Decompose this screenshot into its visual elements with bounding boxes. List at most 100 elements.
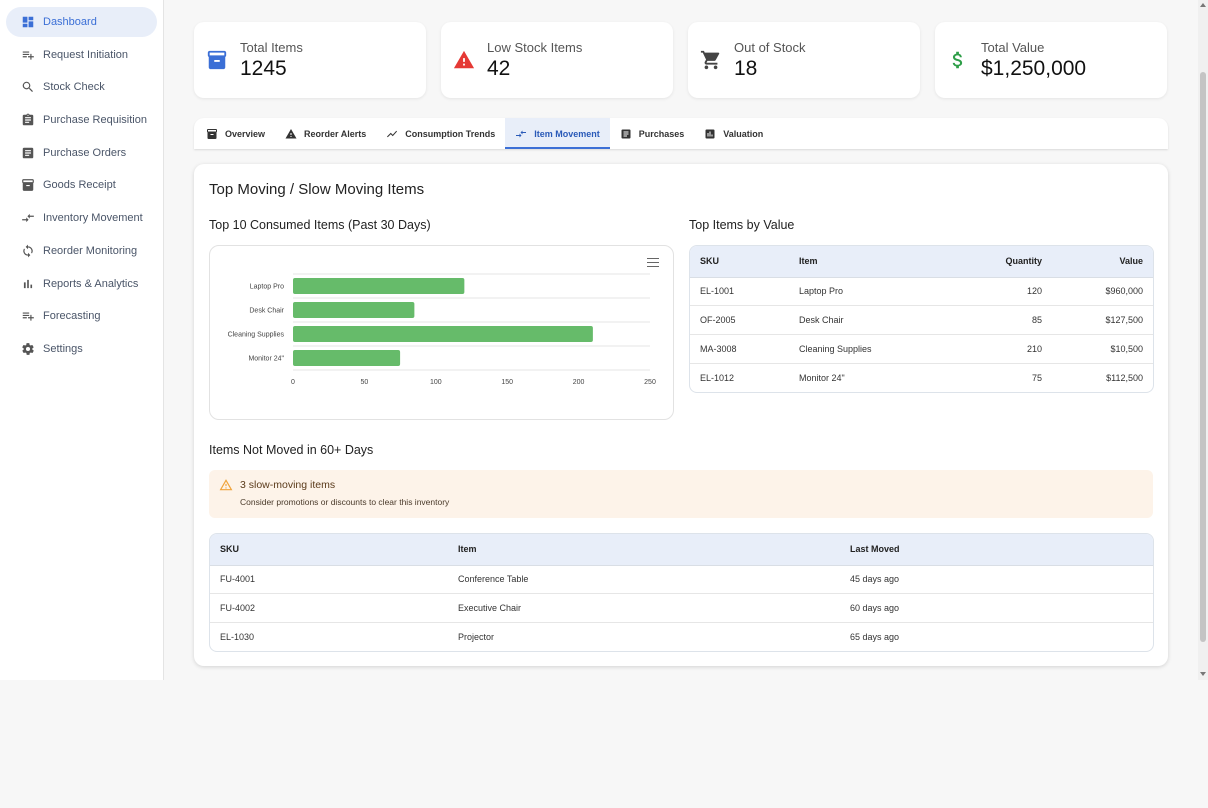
column-header-item: Item [448, 534, 840, 566]
chart-tick-label: 150 [501, 379, 513, 386]
tab-overview[interactable]: Overview [196, 118, 275, 149]
sidebar-item-inventory-movement[interactable]: Inventory Movement [6, 203, 157, 233]
cell-value: $112,500 [1106, 372, 1143, 383]
sidebar: Dashboard Request Initiation Stock Check… [0, 0, 164, 680]
tab-purchases[interactable]: Purchases [610, 118, 695, 149]
scroll-down-arrow-icon[interactable] [1200, 672, 1206, 676]
stats-row: Total Items 1245 Low Stock Items 42 Out … [194, 22, 1167, 98]
chart-category-label: Monitor 24" [248, 356, 284, 363]
inventory-box-icon [206, 48, 228, 72]
cell-sku: EL-1001 [690, 277, 789, 307]
sidebar-item-purchase-orders[interactable]: Purchase Orders [6, 138, 157, 168]
tab-label: Item Movement [534, 128, 600, 139]
sidebar-item-label: Reports & Analytics [43, 277, 139, 290]
compare-arrows-icon [516, 130, 527, 137]
cell-last-moved: 60 days ago [840, 593, 1153, 623]
page-background [0, 680, 1208, 808]
sidebar-item-label: Inventory Movement [43, 212, 143, 225]
playlist-add-icon [20, 309, 35, 324]
tab-reorder-alerts[interactable]: Reorder Alerts [275, 118, 376, 149]
sidebar-item-reorder-monitoring[interactable]: Reorder Monitoring [6, 236, 157, 266]
chart-section-title: Top 10 Consumed Items (Past 30 Days) [209, 218, 431, 232]
tab-label: Valuation [723, 128, 764, 139]
top-items-value-table: SKU Item Quantity Value EL-1001 Laptop P… [689, 245, 1154, 393]
cell-value: $960,000 [1052, 277, 1153, 307]
sidebar-item-label: Request Initiation [43, 48, 128, 61]
cell-value: $127,500 [1052, 305, 1153, 335]
bar-chart-icon [705, 129, 715, 138]
cell-sku: OF-2005 [690, 305, 789, 335]
cell-item: Laptop Pro [789, 277, 942, 307]
cell-item: Executive Chair [448, 593, 840, 623]
cell-sku: FU-4002 [210, 593, 448, 623]
column-header-value: Value [1052, 246, 1153, 278]
sidebar-item-label: Purchase Requisition [43, 114, 147, 127]
sidebar-item-forecasting[interactable]: Forecasting [6, 301, 157, 331]
column-header-last-moved: Last Moved [840, 534, 1153, 566]
chart-tick-label: 100 [430, 379, 442, 386]
tab-label: Reorder Alerts [304, 128, 367, 139]
cell-item: Desk Chair [789, 305, 942, 335]
sidebar-item-label: Stock Check [43, 81, 105, 94]
sidebar-item-label: Purchase Orders [43, 146, 127, 159]
stat-label: Out of Stock [734, 39, 806, 55]
receipt-icon [621, 129, 631, 138]
chart-tick-label: 50 [361, 379, 369, 386]
sidebar-item-settings[interactable]: Settings [6, 334, 157, 364]
clipboard-icon [20, 113, 35, 128]
item-movement-panel: Top Moving / Slow Moving Items Top 10 Co… [194, 164, 1168, 666]
cell-sku: MA-3008 [690, 334, 789, 364]
sidebar-item-purchase-requisition[interactable]: Purchase Requisition [6, 105, 157, 135]
column-header-quantity: Quantity [942, 246, 1052, 278]
cell-quantity: 85 [942, 305, 1052, 335]
chart-tick-label: 0 [291, 379, 295, 386]
cell-value: $10,500 [1052, 334, 1153, 364]
chart-bar[interactable] [293, 350, 401, 366]
stat-label: Low Stock Items [487, 39, 583, 55]
cell-quantity: 210 [942, 334, 1052, 364]
table-row: OF-2005 Desk Chair 85 $127,500 [690, 305, 1153, 335]
column-header-sku: SKU [690, 246, 789, 278]
sidebar-item-label: Forecasting [43, 310, 101, 323]
sidebar-item-goods-receipt[interactable]: Goods Receipt [6, 170, 157, 200]
not-moved-section-title: Items Not Moved in 60+ Days [209, 443, 374, 457]
sidebar-item-request-initiation[interactable]: Request Initiation [6, 40, 157, 70]
tab-consumption-trends[interactable]: Consumption Trends [376, 118, 505, 149]
warning-outline-icon [219, 479, 233, 491]
sidebar-item-dashboard[interactable]: Dashboard [6, 7, 157, 37]
scrollbar-thumb[interactable] [1200, 72, 1206, 642]
sidebar-item-reports-analytics[interactable]: Reports & Analytics [6, 269, 157, 299]
dollar-icon [947, 48, 969, 72]
chart-bar[interactable] [293, 278, 465, 294]
chart-bar[interactable] [293, 326, 593, 342]
panel-title: Top Moving / Slow Moving Items [209, 181, 425, 198]
vertical-scrollbar[interactable] [1198, 0, 1208, 680]
stat-card-out-of-stock: Out of Stock 18 [688, 22, 920, 98]
inventory-box-icon [207, 128, 217, 139]
stat-card-total-items: Total Items 1245 [194, 22, 426, 98]
dashboard-icon [20, 15, 35, 30]
search-icon [20, 80, 35, 95]
chart-tick-label: 200 [573, 379, 585, 386]
sidebar-item-stock-check[interactable]: Stock Check [6, 72, 157, 102]
tab-valuation[interactable]: Valuation [694, 118, 773, 149]
table-header-row: SKU Item Last Moved [210, 534, 1153, 566]
column-header-sku: SKU [210, 534, 448, 566]
compare-arrows-icon [20, 211, 35, 226]
table-row: EL-1030 Projector 65 days ago [210, 622, 1153, 651]
warning-icon [453, 48, 475, 72]
table-row: EL-1012 Monitor 24" 75 $112,500 [690, 363, 1153, 392]
sidebar-item-label: Reorder Monitoring [43, 244, 138, 257]
scroll-up-arrow-icon[interactable] [1200, 3, 1206, 7]
tab-label: Overview [225, 128, 266, 139]
tab-item-movement[interactable]: Item Movement [505, 118, 610, 149]
cell-last-moved: 45 days ago [840, 565, 1153, 595]
stat-value: 18 [734, 56, 758, 80]
not-moved-table: SKU Item Last Moved FU-4001 Conference T… [209, 533, 1154, 653]
chart-menu-icon[interactable] [647, 258, 659, 268]
stat-card-total-value: Total Value $1,250,000 [935, 22, 1167, 98]
stat-label: Total Value [981, 39, 1045, 55]
stat-value: $1,250,000 [981, 56, 1087, 80]
consumption-chart-card: Laptop Pro Desk Chair Cleaning Supplies Mon… [209, 245, 674, 420]
chart-bar[interactable] [293, 302, 415, 318]
